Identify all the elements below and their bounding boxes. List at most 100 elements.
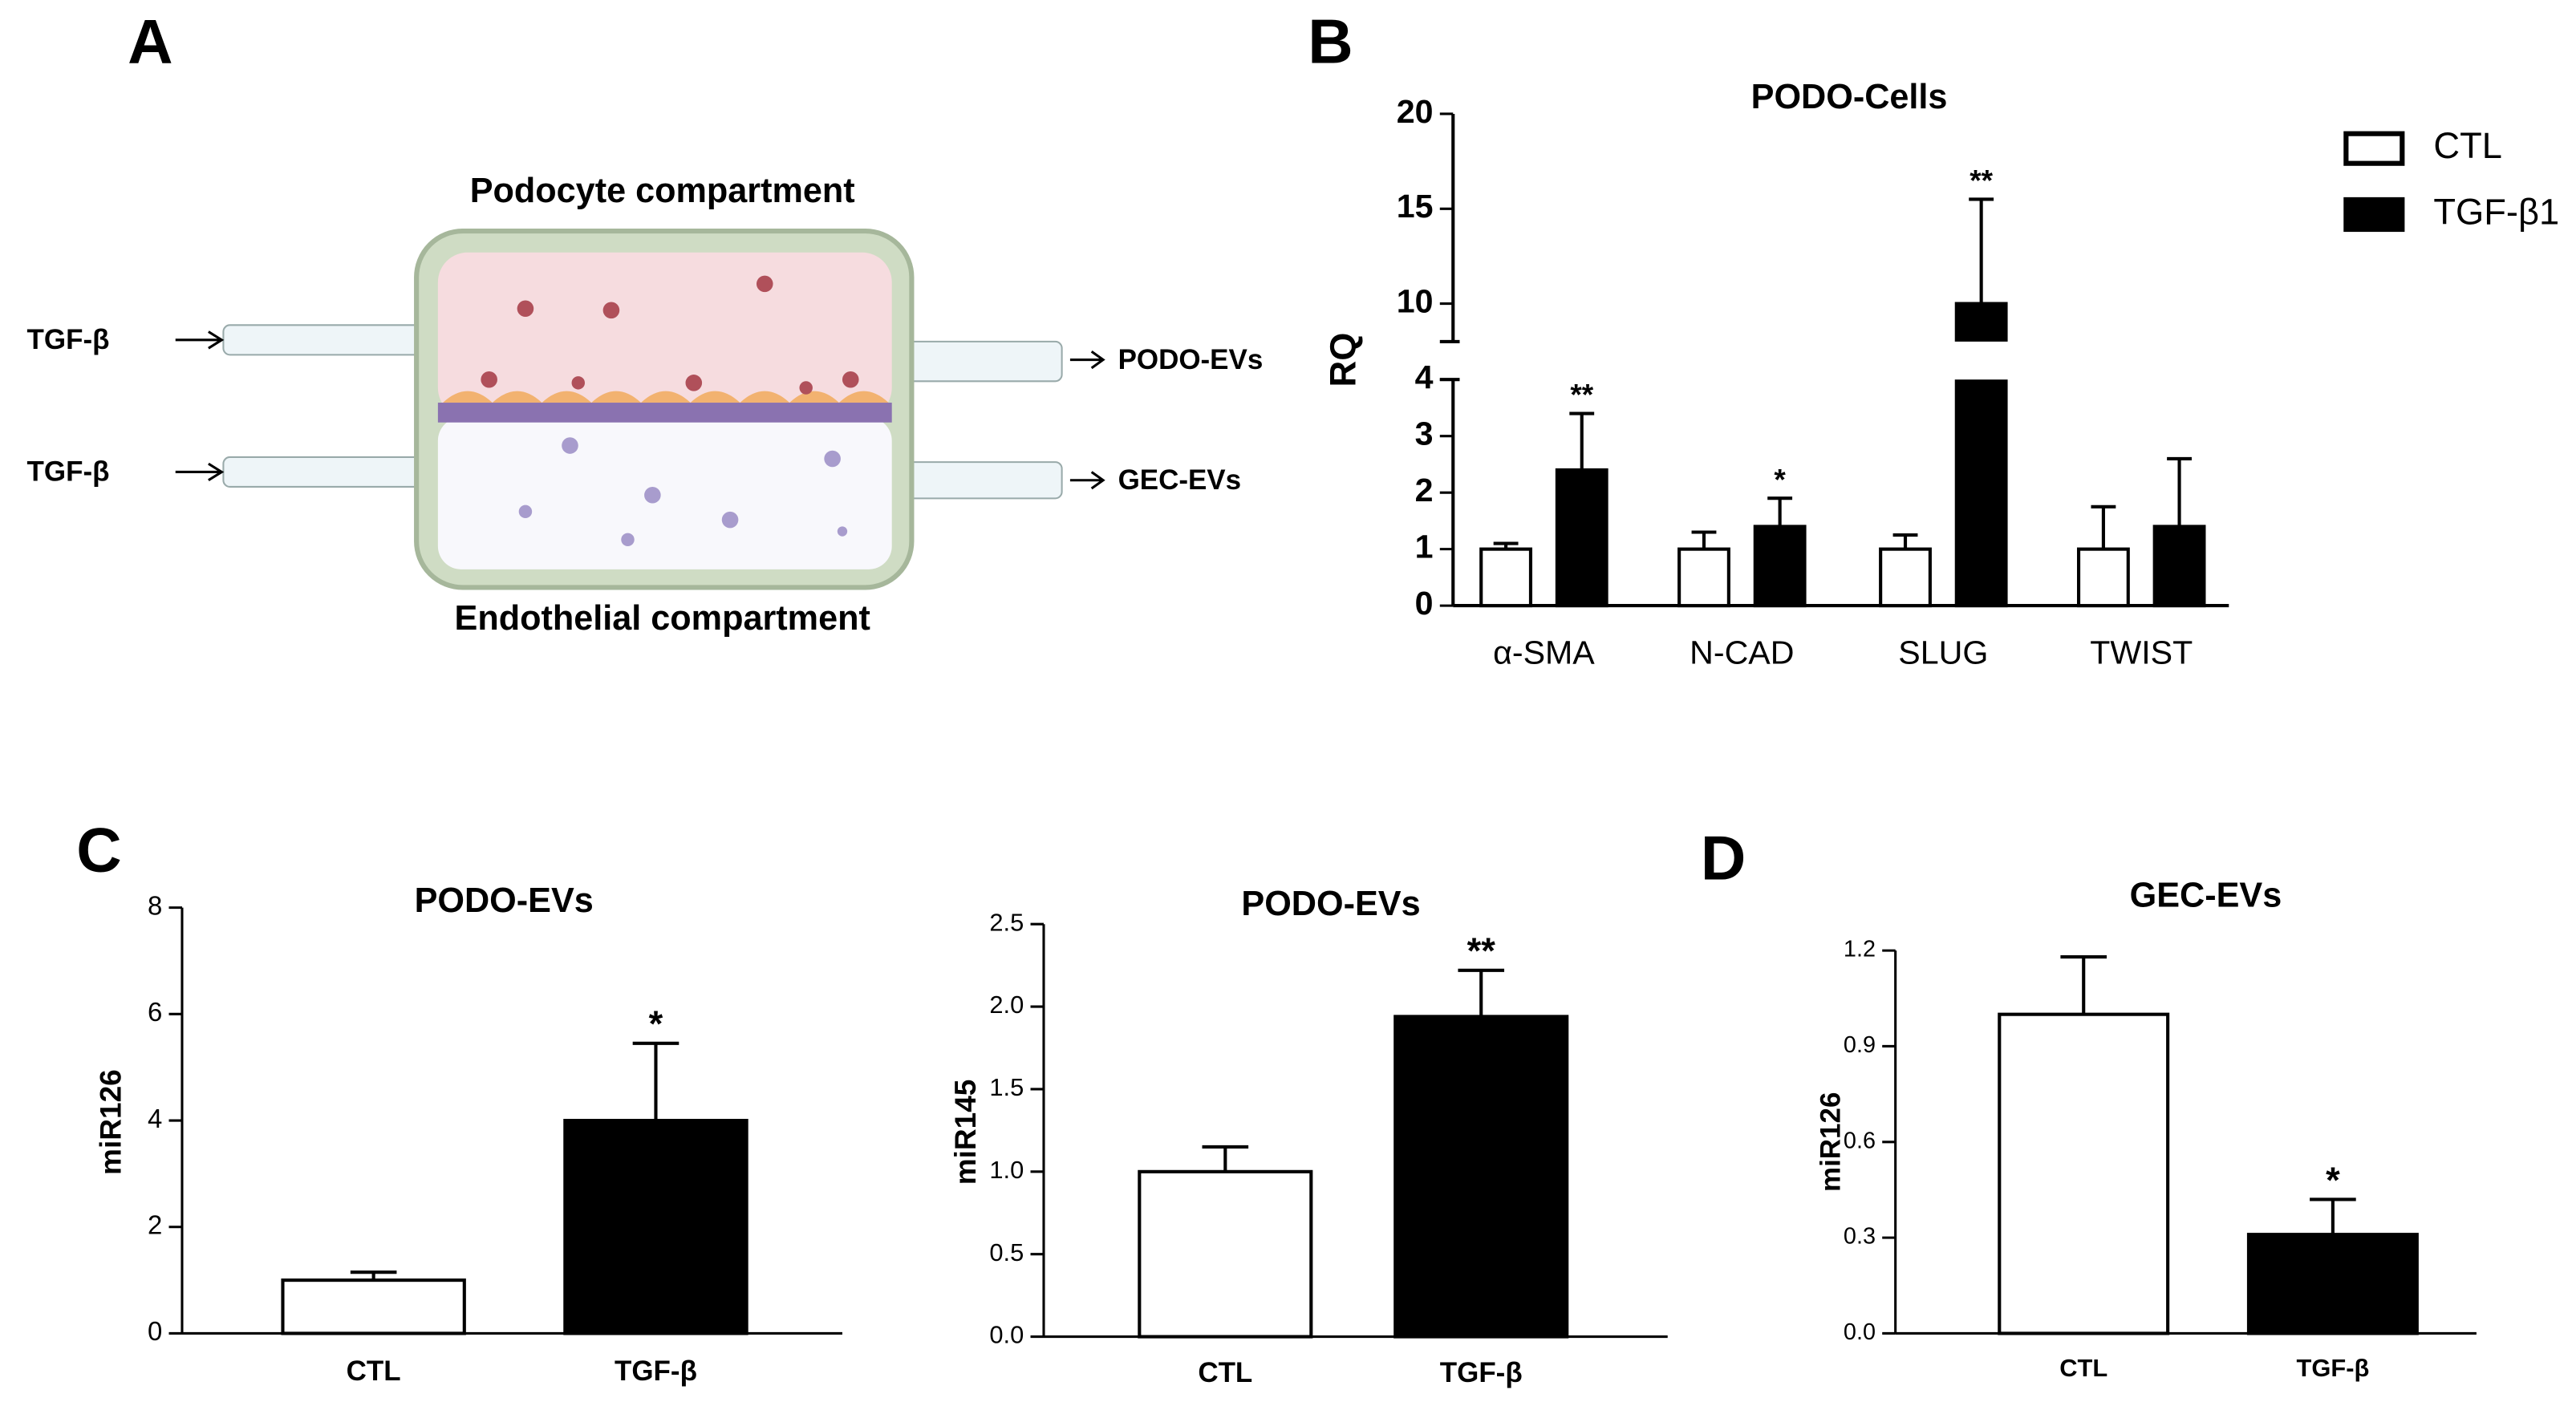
y-tick-label: 10 bbox=[1397, 282, 1434, 319]
bar bbox=[1393, 1015, 1569, 1339]
output-label: PODO-EVs bbox=[1118, 344, 1264, 375]
error-bar bbox=[1569, 411, 1595, 470]
x-tick-label: α-SMA bbox=[1493, 634, 1595, 671]
x-tick-label: TGF-β bbox=[1440, 1357, 1523, 1388]
bar bbox=[1555, 468, 1608, 608]
y-axis-label: miR126 bbox=[93, 1069, 127, 1175]
bar bbox=[1479, 547, 1533, 608]
podocyte-compartment bbox=[437, 252, 892, 418]
input-label: TGF-β bbox=[27, 324, 110, 355]
y-tick-label: 0.5 bbox=[989, 1238, 1024, 1266]
error-bar bbox=[2310, 1197, 2356, 1235]
panel-label: D bbox=[1701, 823, 1746, 893]
error-bar bbox=[1458, 968, 1505, 1017]
y-axis-label: RQ bbox=[1322, 333, 1363, 387]
error-bar bbox=[1493, 541, 1519, 549]
error-bar bbox=[1969, 197, 1994, 304]
x-tick-label: CTL bbox=[347, 1355, 401, 1387]
significance: ** bbox=[1570, 378, 1593, 411]
error-bar bbox=[632, 1041, 679, 1121]
panel-label: B bbox=[1308, 6, 1353, 76]
x-tick-label: TGF-β bbox=[615, 1355, 697, 1387]
bar bbox=[2246, 1233, 2419, 1335]
y-tick-label: 0.6 bbox=[1844, 1128, 1876, 1153]
y-tick-label: 2.0 bbox=[989, 991, 1024, 1019]
x-tick-label: TGF-β bbox=[2296, 1354, 2369, 1382]
y-axis-label: miR145 bbox=[948, 1080, 982, 1185]
bar bbox=[1879, 547, 1932, 608]
error-bar bbox=[1892, 533, 1918, 549]
error-bar bbox=[1691, 530, 1717, 549]
significance: * bbox=[2326, 1160, 2340, 1201]
bar bbox=[2152, 525, 2206, 608]
legend-label: CTL bbox=[2433, 125, 2502, 166]
podocytes bbox=[443, 391, 889, 403]
vesicles bbox=[481, 275, 859, 395]
arrows bbox=[175, 330, 1105, 490]
chart-title: PODO-EVs bbox=[1241, 885, 1420, 923]
y-tick-label: 2 bbox=[1415, 472, 1434, 509]
chart-title: GEC-EVs bbox=[2130, 877, 2282, 915]
y-tick-label: 1.2 bbox=[1844, 937, 1876, 962]
chart-title: PODO-EVs bbox=[415, 881, 594, 920]
y-tick-label: 0.3 bbox=[1844, 1224, 1876, 1250]
error-bar bbox=[1202, 1145, 1249, 1172]
legend-swatch bbox=[2343, 131, 2405, 166]
panel-label: C bbox=[76, 814, 121, 885]
y-tick-label: 0.9 bbox=[1844, 1032, 1876, 1058]
bar bbox=[1753, 525, 1807, 608]
error-bar bbox=[2060, 955, 2107, 1015]
y-tick-label: 4 bbox=[148, 1104, 162, 1133]
membrane bbox=[437, 403, 892, 423]
tube bbox=[222, 456, 448, 488]
top-label: Podocyte compartment bbox=[470, 172, 855, 210]
bar bbox=[2076, 547, 2130, 608]
endothelial-compartment bbox=[437, 417, 892, 569]
x-tick-label: CTL bbox=[2059, 1354, 2107, 1382]
bar bbox=[1998, 1012, 2170, 1335]
significance: * bbox=[1774, 462, 1786, 496]
y-tick-label: 0 bbox=[1415, 585, 1434, 622]
bar bbox=[563, 1118, 748, 1335]
bar bbox=[281, 1278, 466, 1335]
significance: ** bbox=[1970, 164, 1993, 197]
bar bbox=[1677, 547, 1730, 608]
error-bar bbox=[2091, 504, 2116, 549]
break-gap bbox=[1953, 341, 2010, 380]
significance: * bbox=[649, 1003, 663, 1044]
y-tick-label: 1 bbox=[1415, 529, 1434, 565]
chart-title: PODO-Cells bbox=[1751, 78, 1948, 116]
y-tick-label: 15 bbox=[1397, 188, 1434, 225]
bar bbox=[1138, 1169, 1313, 1339]
legend-label: TGF-β1 bbox=[2433, 191, 2559, 232]
error-bar bbox=[350, 1270, 397, 1281]
legend-swatch bbox=[2343, 197, 2405, 233]
y-tick-label: 4 bbox=[1415, 359, 1434, 395]
y-tick-label: 2.5 bbox=[989, 908, 1024, 936]
y-tick-label: 3 bbox=[1415, 415, 1434, 452]
panel-label: A bbox=[128, 6, 172, 76]
vesicles bbox=[518, 437, 848, 547]
bottom-label: Endothelial compartment bbox=[455, 599, 870, 638]
y-tick-label: 20 bbox=[1397, 93, 1434, 130]
x-tick-label: N-CAD bbox=[1690, 634, 1794, 671]
y-tick-label: 0.0 bbox=[1844, 1319, 1876, 1345]
x-tick-label: CTL bbox=[1198, 1357, 1252, 1388]
y-tick-label: 1.5 bbox=[989, 1073, 1024, 1101]
y-tick-label: 8 bbox=[148, 890, 162, 920]
diagram: Podocyte compartment Endothelial compart… bbox=[27, 172, 1264, 638]
output-label: GEC-EVs bbox=[1118, 464, 1242, 496]
tube bbox=[222, 324, 448, 356]
y-tick-label: 0 bbox=[148, 1316, 162, 1346]
significance: ** bbox=[1467, 930, 1496, 971]
error-bar bbox=[2167, 456, 2192, 527]
y-tick-label: 2 bbox=[148, 1209, 162, 1239]
x-tick-label: TWIST bbox=[2090, 634, 2193, 671]
y-tick-label: 1.0 bbox=[989, 1156, 1024, 1184]
y-axis-label: miR126 bbox=[1815, 1092, 1847, 1192]
input-label: TGF-β bbox=[27, 456, 110, 488]
y-tick-label: 6 bbox=[148, 997, 162, 1027]
error-bar bbox=[1767, 496, 1793, 527]
y-tick-label: 0.0 bbox=[989, 1321, 1024, 1349]
